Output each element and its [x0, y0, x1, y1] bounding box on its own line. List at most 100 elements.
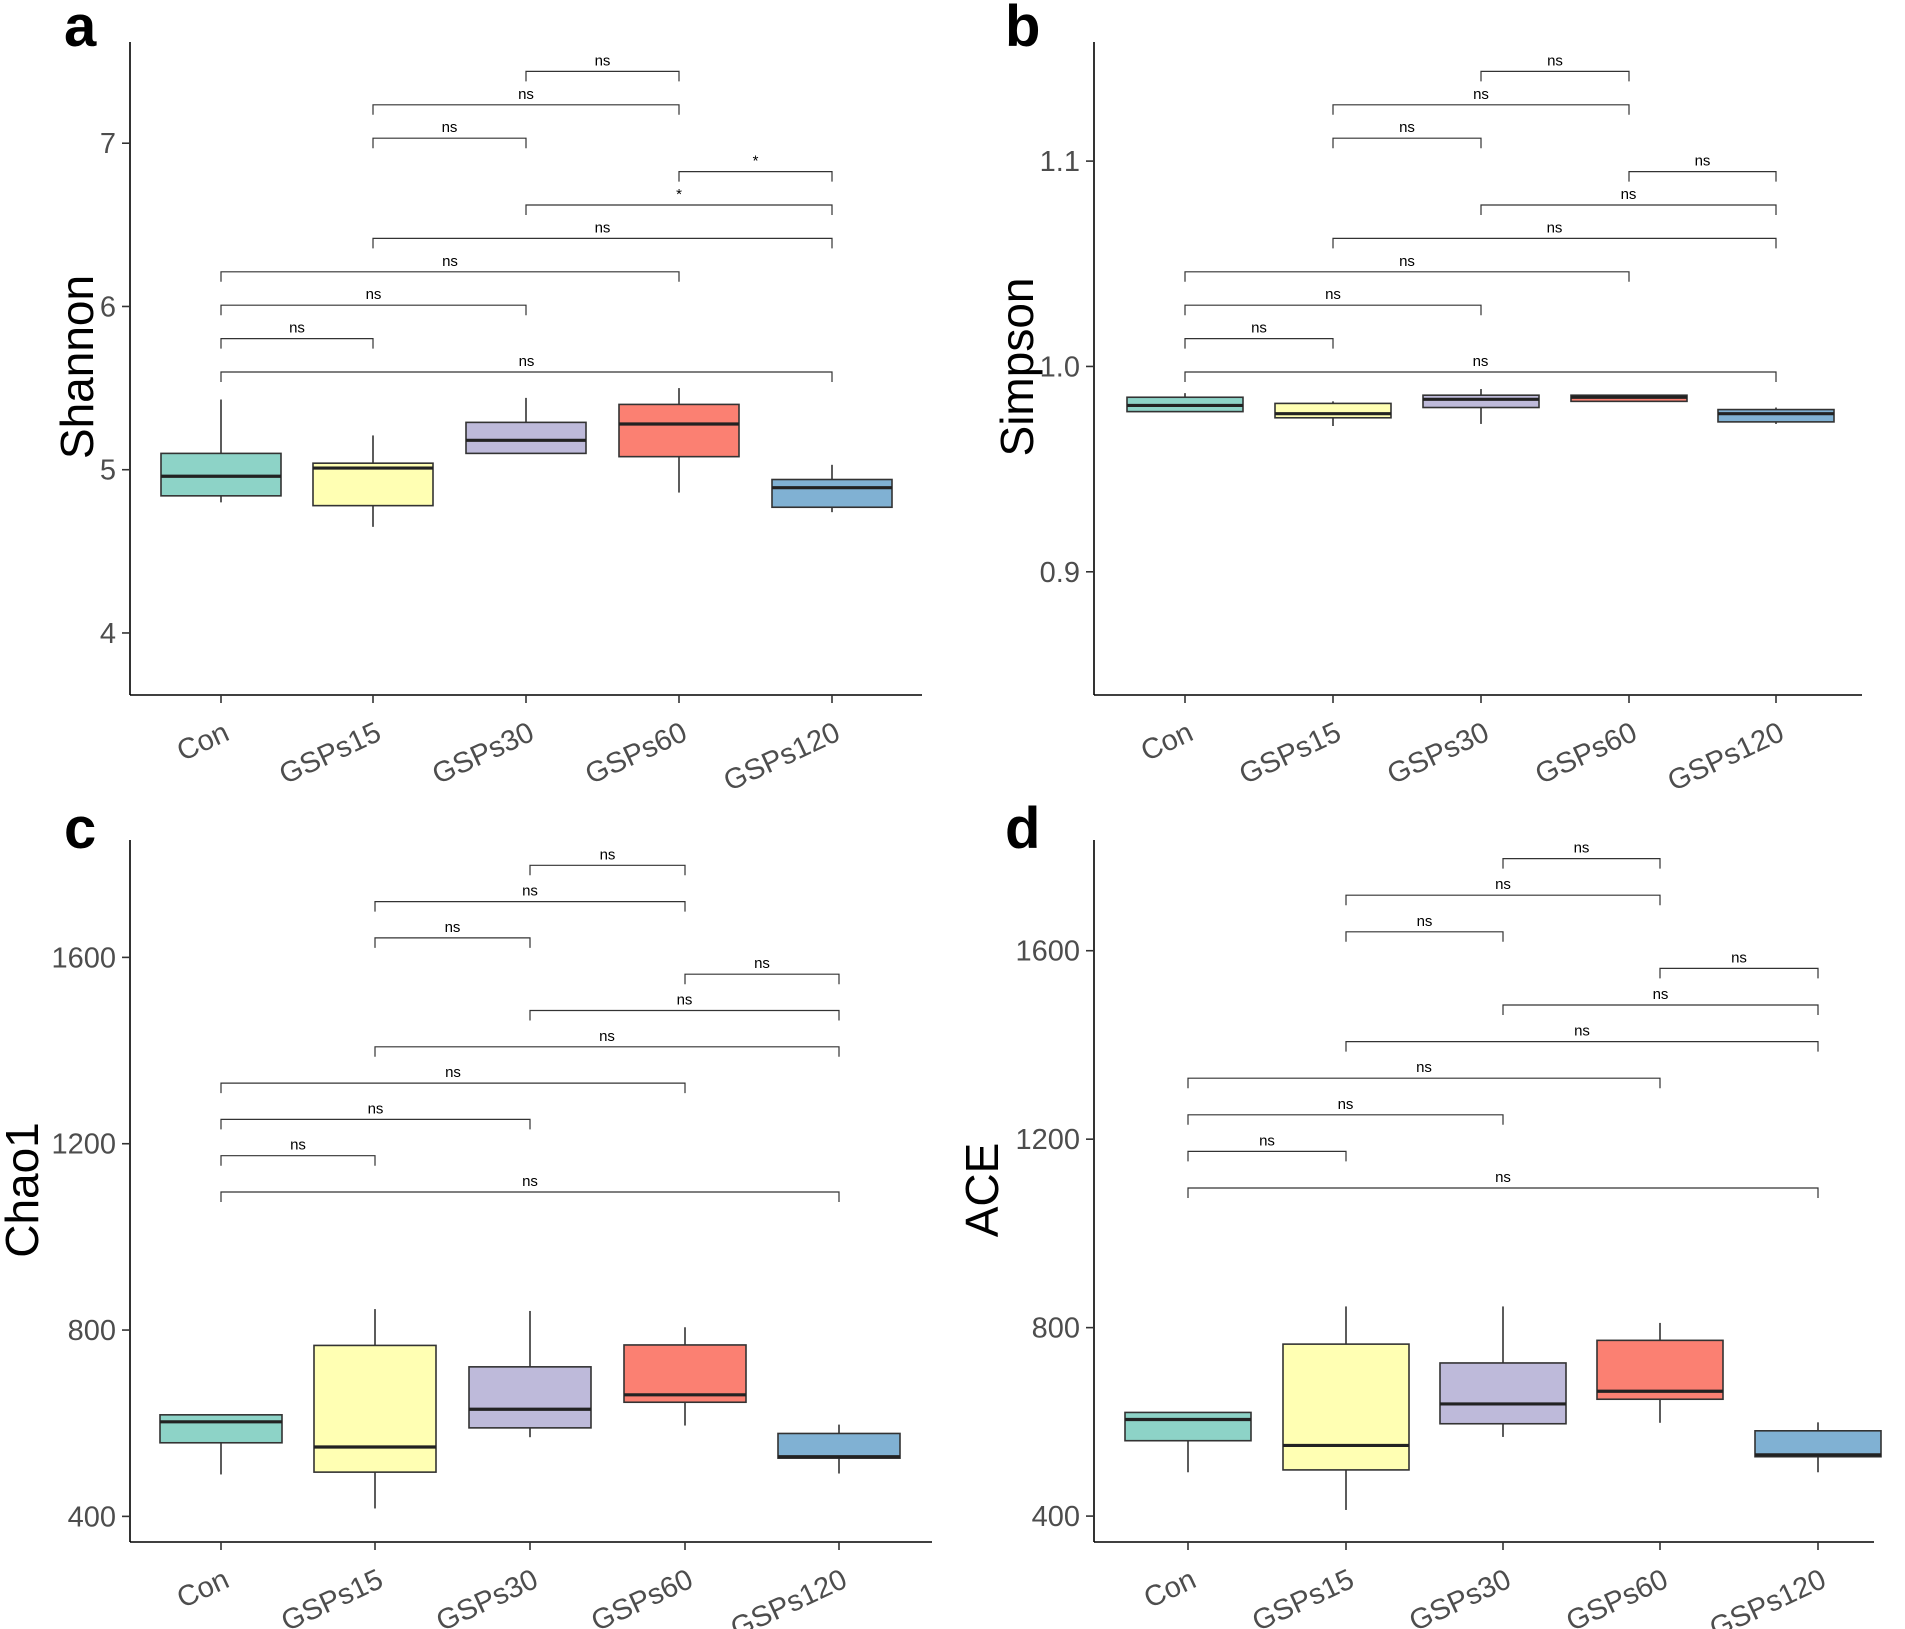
- plot-area: 400 800 1200 1600 Con GSPs15 GSPs30 GSPs60 GSPs1…: [51, 840, 932, 1629]
- bracket-line: [1187, 1150, 1347, 1162]
- bracket-line: [374, 901, 686, 912]
- panel-letter: a: [64, 0, 97, 59]
- y-tick-label: 1.0: [1040, 351, 1080, 383]
- significance-label: ns: [1695, 153, 1711, 170]
- significance-bracket: ns: [1480, 186, 1777, 215]
- y-tick-label: 800: [68, 1315, 116, 1347]
- significance-bracket: ns: [220, 1137, 376, 1166]
- x-tick-label: GSPs120: [1705, 1563, 1831, 1629]
- x-tick-label: Con: [172, 1563, 234, 1614]
- significance-bracket: ns: [220, 1100, 531, 1130]
- box-body: [1596, 1339, 1724, 1401]
- significance-label: ns: [600, 846, 616, 863]
- x-tick-label: GSPs120: [719, 716, 845, 797]
- bracket-line: [678, 171, 833, 182]
- bracket-line: [1659, 967, 1819, 979]
- bracket-line: [1502, 1004, 1819, 1015]
- box-Con: [1124, 1411, 1252, 1473]
- significance-bracket: ns: [529, 992, 840, 1021]
- box-GSPs15: [1274, 401, 1392, 426]
- y-tick-label: 1200: [51, 1129, 116, 1161]
- box-GSPs15: [312, 435, 434, 527]
- y-tick-label: 800: [1032, 1313, 1080, 1345]
- significance-label: ns: [1547, 219, 1563, 236]
- box-GSPs60: [1596, 1322, 1724, 1423]
- x-tick-label: Con: [1136, 716, 1198, 767]
- significance-label: ns: [442, 253, 458, 270]
- bracket-line: [220, 1118, 531, 1130]
- box-body: [623, 1344, 747, 1404]
- significance-bracket: ns: [1187, 1169, 1819, 1198]
- bracket-line: [529, 864, 686, 876]
- significance-bracket: ns: [1187, 1096, 1504, 1125]
- bracket-line: [525, 70, 680, 82]
- significance-label: ns: [1417, 913, 1433, 930]
- significance-bracket: ns: [1187, 1059, 1661, 1089]
- bracket-line: [1332, 137, 1482, 149]
- significance-bracket: ns: [1480, 52, 1630, 82]
- significance-bracket: ns: [1628, 153, 1777, 182]
- box-GSPs120: [777, 1424, 901, 1474]
- panel-a: a Shannon 4 5 6 7 Con GSPs15 GSPs30 GSPs60 GSPs1…: [51, 0, 922, 798]
- bracket-line: [220, 1155, 376, 1166]
- significance-label: ns: [1325, 286, 1341, 303]
- x-tick-label: Con: [1139, 1563, 1201, 1614]
- x-tick-label: GSPs60: [587, 1563, 698, 1629]
- box-body: [1717, 408, 1835, 423]
- box-Con: [159, 1414, 283, 1475]
- significance-bracket: ns: [372, 219, 833, 249]
- significance-label: ns: [595, 52, 611, 69]
- significance-label: *: [753, 153, 759, 170]
- significance-label: ns: [677, 992, 693, 1009]
- significance-label: ns: [442, 119, 458, 136]
- box-body: [465, 421, 587, 455]
- box-GSPs60: [618, 388, 740, 493]
- box-Con: [1126, 393, 1244, 413]
- bracket-line: [684, 973, 840, 985]
- bracket-line: [1184, 338, 1334, 349]
- significance-label: *: [676, 186, 682, 203]
- box-body: [160, 452, 282, 497]
- significance-label: ns: [518, 86, 534, 103]
- box-GSPs120: [771, 464, 893, 513]
- x-tick-label: GSPs15: [1235, 716, 1346, 791]
- x-tick-label: Con: [172, 716, 234, 767]
- y-tick-label: 0.9: [1040, 557, 1080, 589]
- significance-label: ns: [1574, 840, 1590, 857]
- box-body: [771, 478, 893, 509]
- significance-label: ns: [519, 353, 535, 370]
- significance-bracket: ns: [1345, 1023, 1819, 1052]
- box-GSPs30: [1439, 1306, 1567, 1437]
- significance-label: ns: [290, 1137, 306, 1154]
- panel-letter: c: [64, 796, 96, 861]
- significance-bracket: *: [678, 153, 833, 182]
- significance-bracket: ns: [1332, 86, 1630, 115]
- y-tick-label: 400: [68, 1501, 116, 1533]
- panel-c: c Chao1 400 800 1200 1600 Con GSPs15 GSPs30 GSP…: [0, 796, 932, 1629]
- significance-bracket: ns: [220, 286, 527, 316]
- bracket-line: [220, 1082, 686, 1094]
- y-tick-label: 6: [100, 291, 116, 323]
- bracket-line: [374, 1046, 840, 1057]
- box-body: [1124, 1411, 1252, 1442]
- significance-bracket: ns: [1187, 1132, 1347, 1162]
- significance-label: ns: [1495, 1169, 1511, 1186]
- significance-label: ns: [366, 286, 382, 303]
- x-tick-label: GSPs15: [1248, 1563, 1359, 1629]
- bracket-line: [1184, 304, 1482, 316]
- significance-bracket: ns: [220, 320, 374, 349]
- box-body: [1422, 394, 1540, 409]
- significance-bracket: ns: [372, 119, 527, 149]
- bracket-line: [372, 237, 833, 249]
- significance-bracket: ns: [1184, 353, 1777, 382]
- x-tick-label: GSPs60: [1531, 716, 1642, 791]
- y-tick-label: 4: [100, 618, 116, 650]
- y-tick-label: 1600: [51, 942, 116, 974]
- significance-label: ns: [1473, 86, 1489, 103]
- bracket-line: [1345, 931, 1504, 942]
- x-tick-label: GSPs30: [432, 1563, 543, 1629]
- significance-bracket: ns: [374, 883, 686, 912]
- significance-bracket: *: [525, 186, 833, 215]
- bracket-line: [1187, 1187, 1819, 1198]
